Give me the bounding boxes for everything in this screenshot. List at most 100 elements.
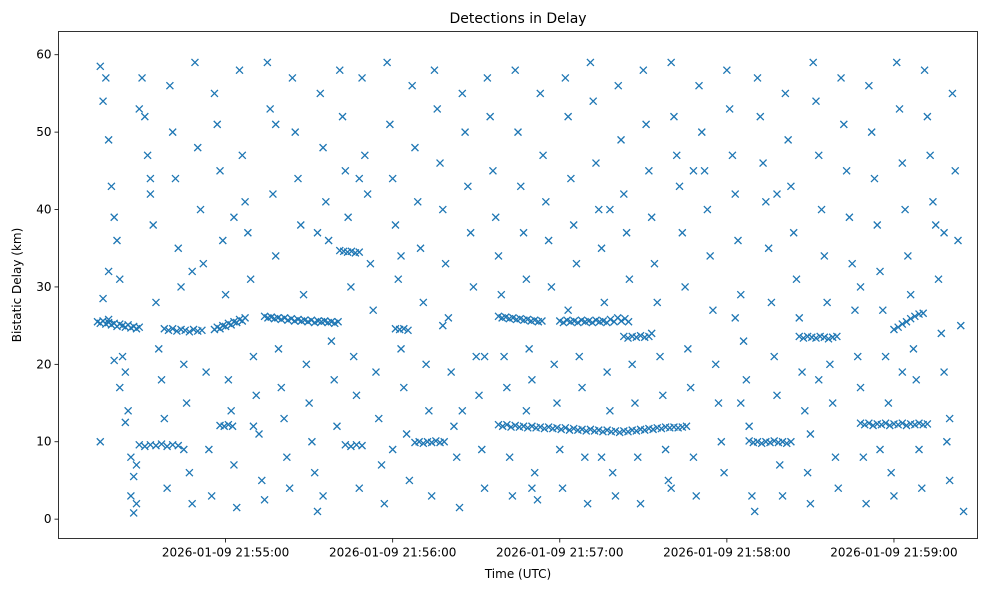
data-point — [530, 468, 539, 477]
data-point — [229, 317, 238, 326]
data-point — [221, 290, 230, 299]
data-point — [383, 58, 392, 67]
data-point — [940, 228, 949, 237]
data-point — [154, 344, 163, 353]
data-point — [837, 73, 846, 82]
data-point — [561, 73, 570, 82]
data-point — [700, 166, 709, 175]
data-point — [249, 422, 258, 431]
data-point — [472, 352, 481, 361]
data-point — [573, 318, 582, 327]
data-point — [767, 298, 776, 307]
y-axis: 0 10 20 30 40 50 60 — [36, 48, 59, 526]
data-point — [305, 399, 314, 408]
y-tick-label: 20 — [36, 357, 51, 371]
data-point — [586, 425, 595, 434]
data-point — [519, 228, 528, 237]
data-point — [956, 321, 965, 330]
data-point — [578, 383, 587, 392]
data-point — [572, 259, 581, 268]
data-point — [355, 174, 364, 183]
data-point — [172, 327, 181, 336]
data-point — [825, 360, 834, 369]
data-point — [408, 81, 417, 90]
data-point — [582, 426, 591, 435]
data-point — [246, 275, 255, 284]
data-point — [514, 128, 522, 137]
data-point — [706, 252, 715, 260]
data-point — [527, 375, 536, 384]
data-point — [174, 441, 183, 450]
data-point — [121, 368, 130, 377]
y-tick-label: 50 — [36, 125, 51, 139]
data-point — [228, 422, 237, 431]
data-point — [140, 442, 149, 451]
data-point — [885, 421, 894, 430]
data-point — [557, 425, 566, 434]
data-point — [287, 314, 296, 323]
data-point — [129, 472, 138, 481]
data-point — [869, 421, 878, 430]
data-point — [823, 298, 832, 307]
data-point — [333, 422, 341, 431]
data-point — [845, 213, 854, 222]
data-point — [919, 309, 928, 318]
x-axis-label: Time (UTC) — [484, 567, 551, 581]
data-point — [477, 445, 486, 454]
data-point — [778, 437, 787, 446]
data-point — [565, 426, 574, 435]
data-point — [104, 135, 113, 144]
data-point — [832, 332, 841, 341]
data-point — [622, 228, 631, 237]
data-point — [463, 182, 472, 191]
data-point — [427, 438, 436, 447]
data-point — [889, 325, 898, 334]
data-point — [814, 151, 823, 160]
data-point — [931, 221, 940, 229]
data-point — [461, 128, 470, 137]
data-point — [307, 437, 316, 446]
data-point — [667, 58, 676, 67]
data-point — [558, 484, 567, 493]
data-point — [494, 252, 503, 260]
data-point — [906, 290, 915, 299]
data-point — [926, 151, 935, 160]
data-point — [739, 337, 748, 346]
data-point — [266, 104, 275, 113]
data-point — [856, 419, 865, 428]
data-point — [338, 112, 347, 121]
data-point — [675, 182, 684, 191]
data-point — [444, 313, 453, 322]
data-point — [632, 426, 641, 435]
data-point — [820, 333, 829, 342]
data-point — [229, 461, 238, 469]
data-point — [388, 174, 397, 183]
data-point — [164, 326, 173, 335]
data-point — [756, 112, 765, 121]
data-point — [519, 422, 528, 431]
data-point — [118, 352, 127, 361]
data-point — [798, 368, 807, 377]
data-point — [422, 360, 431, 369]
data-point — [806, 499, 815, 508]
data-point — [397, 252, 405, 260]
data-point — [814, 375, 823, 384]
data-point — [647, 329, 656, 338]
data-point — [539, 151, 548, 160]
data-point — [775, 461, 784, 469]
data-point — [271, 252, 280, 260]
data-point — [617, 317, 626, 325]
data-point — [238, 151, 247, 160]
data-point — [377, 461, 386, 469]
data-point — [469, 282, 478, 291]
data-point — [104, 315, 113, 324]
data-point — [831, 453, 840, 462]
data-point — [255, 430, 263, 438]
data-point — [438, 321, 447, 330]
data-point — [766, 438, 774, 447]
data-point — [458, 89, 467, 98]
data-point — [96, 437, 105, 446]
data-point — [516, 182, 525, 191]
data-point — [285, 484, 294, 493]
data-point — [902, 421, 911, 430]
